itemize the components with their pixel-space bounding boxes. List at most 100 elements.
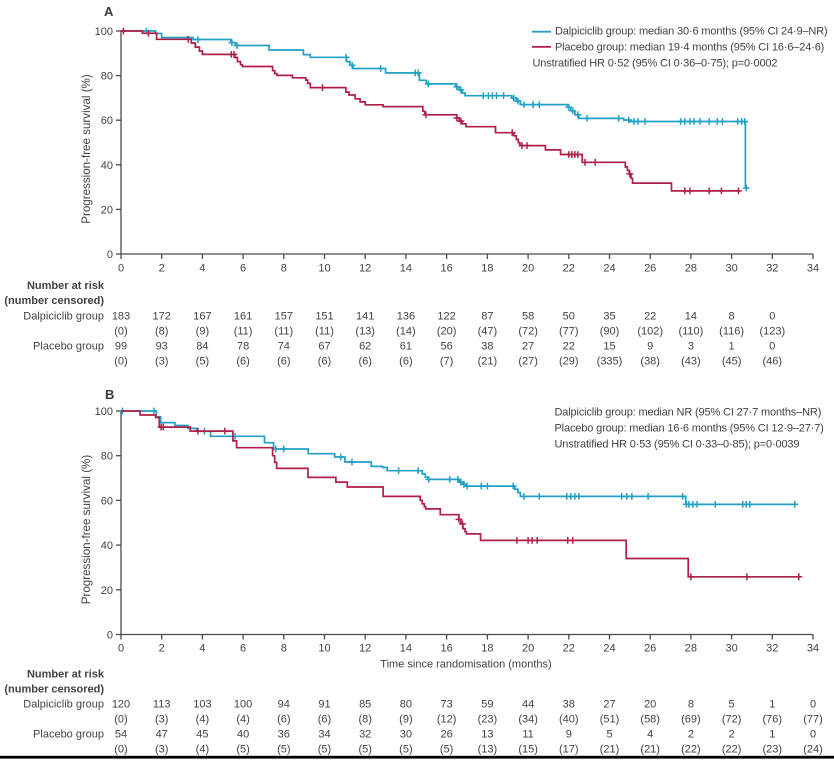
svg-text:(13): (13) — [355, 326, 375, 338]
svg-text:(5): (5) — [358, 744, 371, 756]
svg-text:26: 26 — [644, 263, 656, 275]
svg-text:8: 8 — [281, 263, 287, 275]
svg-text:22: 22 — [563, 643, 575, 655]
svg-text:99: 99 — [115, 341, 127, 353]
svg-text:28: 28 — [685, 643, 697, 655]
svg-text:26: 26 — [440, 729, 452, 741]
svg-text:74: 74 — [278, 341, 290, 353]
svg-text:Placebo group: Placebo group — [33, 729, 104, 741]
svg-text:100: 100 — [95, 406, 113, 418]
svg-text:(number censored): (number censored) — [4, 684, 104, 696]
svg-text:20: 20 — [101, 204, 113, 216]
svg-text:(5): (5) — [440, 744, 453, 756]
svg-text:136: 136 — [397, 311, 415, 323]
svg-text:(4): (4) — [196, 744, 209, 756]
svg-text:1: 1 — [729, 341, 735, 353]
svg-text:Number at risk: Number at risk — [27, 280, 105, 292]
svg-text:16: 16 — [440, 263, 452, 275]
svg-text:6: 6 — [240, 643, 246, 655]
svg-text:0: 0 — [118, 643, 124, 655]
svg-text:0: 0 — [769, 311, 775, 323]
svg-text:27: 27 — [603, 699, 615, 711]
svg-text:(40): (40) — [559, 714, 579, 726]
svg-text:93: 93 — [156, 341, 168, 353]
svg-text:122: 122 — [437, 311, 455, 323]
svg-text:Progression-free survival (%): Progression-free survival (%) — [80, 455, 93, 605]
svg-text:30: 30 — [725, 263, 737, 275]
svg-text:10: 10 — [318, 643, 330, 655]
svg-text:(3): (3) — [155, 356, 168, 368]
svg-text:5: 5 — [729, 699, 735, 711]
svg-text:(116): (116) — [719, 326, 744, 338]
svg-text:(7): (7) — [440, 356, 453, 368]
svg-text:151: 151 — [315, 311, 333, 323]
svg-text:(0): (0) — [114, 744, 127, 756]
svg-text:3: 3 — [688, 341, 694, 353]
svg-text:(22): (22) — [681, 744, 701, 756]
svg-text:Time since randomisation (mont: Time since randomisation (months) — [380, 659, 551, 671]
svg-text:20: 20 — [101, 585, 113, 597]
svg-text:(6): (6) — [277, 714, 290, 726]
svg-text:80: 80 — [400, 699, 412, 711]
svg-text:8: 8 — [688, 699, 694, 711]
svg-text:(5): (5) — [236, 744, 249, 756]
svg-text:2: 2 — [729, 729, 735, 741]
svg-text:(number censored): (number censored) — [4, 295, 104, 307]
svg-text:(6): (6) — [236, 356, 249, 368]
svg-text:4: 4 — [199, 643, 205, 655]
svg-text:32: 32 — [359, 729, 371, 741]
svg-text:172: 172 — [153, 311, 171, 323]
svg-text:(90): (90) — [600, 326, 620, 338]
svg-text:157: 157 — [275, 311, 293, 323]
svg-text:22: 22 — [644, 311, 656, 323]
svg-text:113: 113 — [153, 699, 171, 711]
svg-text:(6): (6) — [358, 356, 371, 368]
svg-text:(72): (72) — [518, 326, 538, 338]
svg-text:(3): (3) — [155, 714, 168, 726]
svg-text:9: 9 — [566, 729, 572, 741]
svg-text:24: 24 — [603, 263, 615, 275]
svg-text:50: 50 — [563, 311, 575, 323]
svg-text:35: 35 — [603, 311, 615, 323]
svg-text:167: 167 — [193, 311, 211, 323]
svg-text:(51): (51) — [600, 714, 620, 726]
svg-text:(69): (69) — [681, 714, 701, 726]
svg-text:32: 32 — [766, 263, 778, 275]
svg-text:Dalpiciclib group: median 30·6: Dalpiciclib group: median 30·6 months (9… — [555, 26, 828, 38]
svg-text:A: A — [104, 4, 114, 19]
svg-text:10: 10 — [318, 263, 330, 275]
svg-text:45: 45 — [196, 729, 208, 741]
svg-text:56: 56 — [440, 341, 452, 353]
svg-text:16: 16 — [440, 643, 452, 655]
svg-text:(23): (23) — [478, 714, 498, 726]
svg-text:0: 0 — [810, 729, 816, 741]
svg-text:(43): (43) — [681, 356, 701, 368]
svg-text:0: 0 — [810, 699, 816, 711]
svg-text:36: 36 — [278, 729, 290, 741]
svg-text:(8): (8) — [358, 714, 371, 726]
svg-text:(17): (17) — [559, 744, 579, 756]
svg-text:26: 26 — [644, 643, 656, 655]
svg-text:44: 44 — [522, 699, 534, 711]
svg-text:0: 0 — [107, 249, 113, 261]
svg-text:20: 20 — [522, 643, 534, 655]
svg-text:Dalpiciclib group: Dalpiciclib group — [23, 699, 104, 711]
svg-text:67: 67 — [318, 341, 330, 353]
svg-text:18: 18 — [481, 643, 493, 655]
svg-text:8: 8 — [281, 643, 287, 655]
svg-text:(72): (72) — [722, 714, 742, 726]
svg-text:28: 28 — [685, 263, 697, 275]
svg-text:38: 38 — [481, 341, 493, 353]
svg-text:34: 34 — [807, 643, 819, 655]
svg-text:Dalpiciclib group: Dalpiciclib group — [23, 311, 104, 323]
svg-text:20: 20 — [522, 263, 534, 275]
svg-text:14: 14 — [685, 311, 697, 323]
svg-text:(23): (23) — [763, 744, 783, 756]
svg-text:(6): (6) — [318, 356, 331, 368]
svg-text:(3): (3) — [155, 744, 168, 756]
svg-text:(24): (24) — [803, 744, 823, 756]
svg-text:(110): (110) — [678, 326, 703, 338]
svg-text:183: 183 — [112, 311, 130, 323]
svg-text:Unstratified HR 0·53 (95% CI 0: Unstratified HR 0·53 (95% CI 0·33–0·85);… — [555, 439, 800, 451]
svg-text:(335): (335) — [597, 356, 623, 368]
